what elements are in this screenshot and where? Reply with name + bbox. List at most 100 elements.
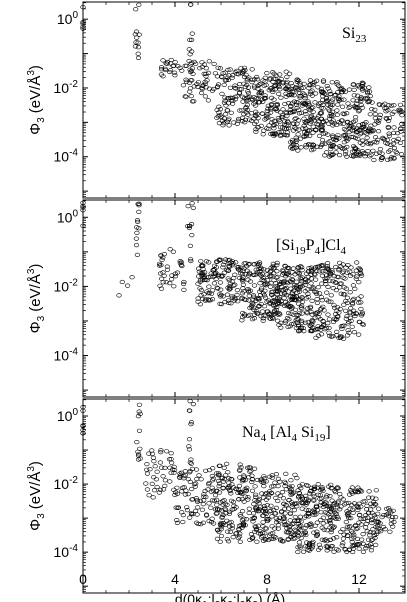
data-point xyxy=(234,288,240,293)
data-point xyxy=(246,270,253,275)
data-point xyxy=(330,134,336,140)
data-point xyxy=(394,139,400,144)
data-point xyxy=(287,279,293,284)
data-point xyxy=(238,271,244,276)
data-point xyxy=(224,119,230,124)
data-point xyxy=(263,283,269,288)
data-point xyxy=(302,289,308,294)
data-point xyxy=(239,479,245,484)
data-point xyxy=(375,519,381,525)
y-tick-label: 100 xyxy=(57,407,79,424)
data-point xyxy=(319,281,325,286)
data-point xyxy=(344,314,350,319)
data-point xyxy=(297,90,303,96)
data-point xyxy=(350,144,357,149)
data-point xyxy=(324,548,330,553)
data-point xyxy=(225,539,232,544)
data-point xyxy=(302,320,309,325)
data-point xyxy=(159,67,165,72)
data-point xyxy=(274,305,280,310)
data-point xyxy=(345,511,351,516)
data-point xyxy=(254,539,260,544)
data-point xyxy=(202,94,208,99)
data-point xyxy=(220,479,227,484)
data-point xyxy=(269,117,275,122)
data-point xyxy=(237,531,243,536)
data-point xyxy=(215,478,222,484)
data-point xyxy=(187,408,193,413)
data-point xyxy=(355,296,361,301)
data-point xyxy=(326,325,332,331)
data-point xyxy=(187,243,193,248)
data-point xyxy=(316,542,323,547)
data-point xyxy=(153,477,159,482)
data-point xyxy=(334,329,340,335)
data-point xyxy=(135,55,142,61)
data-point xyxy=(222,78,228,83)
data-point xyxy=(264,517,270,522)
data-point xyxy=(136,209,142,214)
data-point xyxy=(269,514,275,519)
data-point xyxy=(322,141,328,146)
data-point xyxy=(234,121,240,126)
data-point xyxy=(306,548,312,553)
data-point xyxy=(331,121,337,126)
data-point xyxy=(256,507,262,512)
data-point xyxy=(262,96,268,101)
data-point xyxy=(245,90,252,96)
data-point xyxy=(158,72,164,77)
data-point xyxy=(261,474,267,479)
data-point xyxy=(196,269,202,274)
data-point xyxy=(293,294,300,299)
data-point xyxy=(245,273,252,278)
data-point xyxy=(230,534,236,540)
data-point xyxy=(333,288,340,293)
data-point xyxy=(374,140,380,145)
data-point xyxy=(305,279,311,284)
data-point xyxy=(350,297,356,303)
data-point xyxy=(253,494,259,500)
data-point xyxy=(326,504,332,509)
data-point xyxy=(280,107,286,112)
data-point xyxy=(278,129,284,134)
data-point xyxy=(225,285,231,290)
data-point xyxy=(363,545,369,551)
data-point xyxy=(236,90,243,95)
data-point xyxy=(352,490,358,495)
data-point xyxy=(156,490,162,495)
data-point xyxy=(157,261,163,266)
data-point xyxy=(197,498,203,504)
data-point xyxy=(233,531,239,536)
data-point xyxy=(202,488,208,494)
data-point xyxy=(264,490,270,496)
data-point xyxy=(370,148,376,153)
data-point xyxy=(203,74,209,79)
data-point xyxy=(276,84,282,90)
data-point xyxy=(200,270,206,276)
data-point xyxy=(134,252,140,257)
data-point xyxy=(306,142,312,147)
data-point xyxy=(375,137,381,142)
data-point xyxy=(323,118,329,123)
data-point xyxy=(371,157,377,163)
data-point xyxy=(379,151,385,156)
data-point xyxy=(354,536,361,542)
data-point xyxy=(358,516,364,521)
data-point xyxy=(312,100,318,105)
data-point xyxy=(346,105,352,110)
data-point xyxy=(162,483,168,489)
data-point xyxy=(364,131,370,136)
data-point xyxy=(133,40,139,45)
data-point xyxy=(370,504,376,509)
data-point xyxy=(254,111,260,116)
data-point xyxy=(276,130,282,135)
data-point xyxy=(262,491,268,497)
data-point xyxy=(261,538,267,544)
data-point xyxy=(305,483,311,489)
data-point xyxy=(283,133,289,138)
data-point xyxy=(220,123,226,128)
data-point xyxy=(341,285,347,290)
data-point xyxy=(366,85,372,90)
data-point xyxy=(286,317,292,322)
data-point xyxy=(349,485,356,490)
